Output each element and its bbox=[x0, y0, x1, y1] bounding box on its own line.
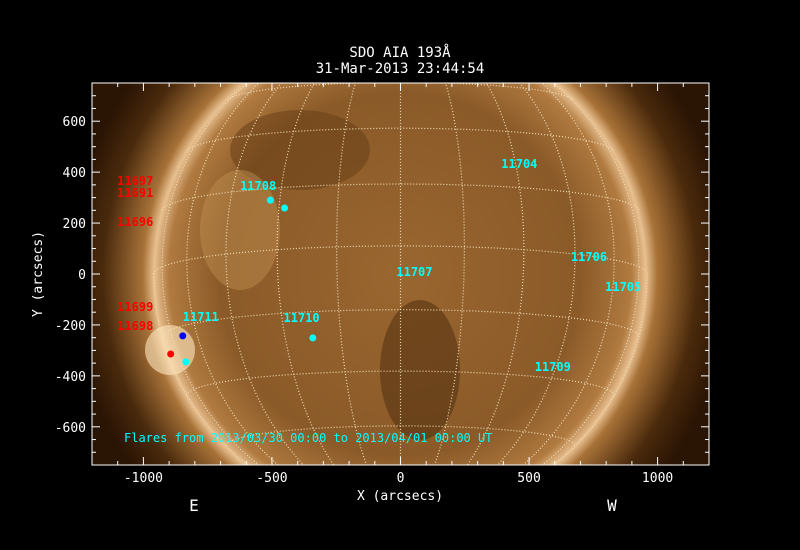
x-tick-label: -500 bbox=[256, 471, 287, 486]
plot-timestamp: 31-Mar-2013 23:44:54 bbox=[316, 61, 485, 77]
y-tick-label: 0 bbox=[78, 268, 86, 283]
off-disk-region-label: 11699 bbox=[117, 300, 153, 314]
grid-line bbox=[225, 425, 576, 446]
east-label: E bbox=[189, 496, 199, 515]
off-disk-region-label: 11697 bbox=[117, 174, 153, 188]
bright-region bbox=[200, 170, 280, 290]
west-label: W bbox=[607, 496, 617, 515]
grid-line bbox=[433, 83, 466, 465]
plot-title: SDO AIA 193Å bbox=[349, 44, 451, 61]
x-tick-label: 500 bbox=[517, 471, 540, 486]
active-region-label: 11704 bbox=[501, 157, 537, 171]
off-disk-region-label: 11696 bbox=[117, 215, 153, 229]
coronal-hole bbox=[230, 110, 370, 190]
grid-line bbox=[343, 32, 458, 36]
x-tick-label: 1000 bbox=[642, 471, 673, 486]
y-tick-label: -200 bbox=[55, 319, 86, 334]
heliographic-grid bbox=[153, 32, 648, 465]
active-region-label: 11708 bbox=[240, 179, 276, 193]
coronal-hole bbox=[380, 300, 460, 440]
flare-note: Flares from 2013/03/30 00:00 to 2013/04/… bbox=[124, 431, 492, 445]
y-tick-label: -400 bbox=[55, 370, 86, 385]
x-tick-label: 0 bbox=[397, 471, 405, 486]
grid-line bbox=[521, 83, 615, 465]
y-tick-label: -600 bbox=[55, 421, 86, 436]
off-disk-region-label: 11691 bbox=[117, 186, 153, 200]
flare-marker bbox=[309, 334, 317, 342]
flare-marker bbox=[179, 332, 187, 340]
flare-marker bbox=[167, 350, 175, 358]
y-tick-label: 600 bbox=[63, 115, 86, 130]
flare-marker bbox=[182, 358, 190, 366]
x-tick-label: -1000 bbox=[124, 471, 163, 486]
x-axis-label: X (arcsecs) bbox=[357, 489, 443, 504]
grid-line bbox=[186, 83, 280, 465]
flare-marker bbox=[266, 196, 274, 204]
active-region-label: 11706 bbox=[571, 250, 607, 264]
axis-ticks: -1000 -500 0 500 1000 -600 -400 -200 0 200 400 600 bbox=[55, 83, 710, 486]
active-region-label: 11710 bbox=[284, 311, 320, 325]
grid-line bbox=[186, 127, 615, 152]
off-disk-region-label: 11698 bbox=[117, 319, 153, 333]
y-tick-label: 200 bbox=[63, 217, 86, 232]
active-region-label: 11709 bbox=[535, 360, 571, 374]
active-region-label: 11705 bbox=[605, 280, 641, 294]
grid-line bbox=[335, 83, 368, 465]
active-region-label: 11707 bbox=[396, 265, 432, 279]
y-axis-label: Y (arcsecs) bbox=[31, 231, 46, 317]
y-tick-label: 400 bbox=[63, 166, 86, 181]
active-region-label: 11711 bbox=[183, 310, 219, 324]
flare-marker bbox=[281, 204, 289, 212]
